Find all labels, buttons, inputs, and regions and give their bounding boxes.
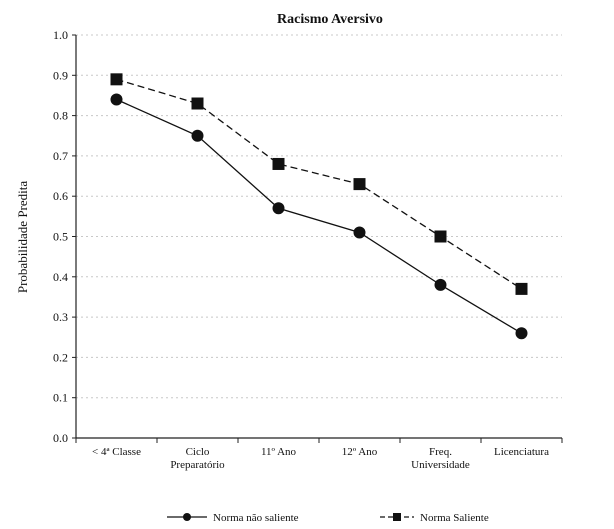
x-tick-label-line: 11º Ano [261, 446, 297, 458]
y-axis-ticks: 0.0 0.1 0.2 0.3 0.4 0.5 0.6 0.7 0.8 0.9 1.0 [53, 28, 76, 445]
x-tick-label: Freq. Universidade [411, 446, 470, 471]
y-tick-label: 0.6 [53, 189, 68, 203]
series-1 [110, 93, 528, 340]
data-point-circle [272, 202, 285, 215]
gridlines [76, 34, 562, 399]
x-tick-label-line: Ciclo [186, 446, 210, 458]
data-point-square [515, 282, 528, 295]
x-tick-label-line: 12º Ano [342, 446, 378, 458]
legend-item-2: Norma Saliente [380, 512, 489, 524]
axes [75, 35, 562, 439]
y-tick-label: 0.4 [53, 270, 68, 284]
y-tick-label: 0.5 [53, 230, 68, 244]
data-point-circle [353, 226, 366, 239]
legend-item-1: Norma não saliente [167, 512, 299, 524]
y-tick-label: 0.1 [53, 391, 68, 405]
y-tick-label: 1.0 [53, 28, 68, 42]
x-tick-label: 12º Ano [342, 446, 378, 458]
series-line [116, 98, 522, 334]
data-point-square [353, 178, 366, 191]
legend-marker-square [393, 513, 401, 521]
data-point-square [272, 157, 285, 170]
y-tick-label: 0.8 [53, 109, 68, 123]
x-tick-label-line: < 4ª Classe [92, 446, 141, 458]
y-tick-label: 0.9 [53, 68, 68, 82]
y-tick-label: 0.0 [53, 431, 68, 445]
x-tick-label: Ciclo Preparatório [170, 446, 225, 471]
x-tick-label-line: Preparatório [170, 459, 225, 471]
series-line [116, 78, 522, 290]
data-point-circle [191, 129, 204, 142]
y-tick-label: 0.7 [53, 149, 68, 163]
x-tick-label: 11º Ano [261, 446, 297, 458]
data-point-circle [110, 93, 123, 106]
data-point-square [110, 73, 123, 86]
x-tick-label-line: Universidade [411, 459, 470, 471]
y-tick-label: 0.3 [53, 310, 68, 324]
y-axis-label: Probabilidade Predita [15, 181, 30, 294]
data-point-square [434, 230, 447, 243]
y-tick-label: 0.2 [53, 350, 68, 364]
x-tick-label: < 4ª Classe [92, 446, 141, 458]
legend-label: Norma não saliente [213, 512, 299, 524]
x-tick-label-line: Licenciatura [494, 446, 549, 458]
series-group [110, 73, 528, 340]
legend-label: Norma Saliente [420, 512, 489, 524]
data-point-square [191, 97, 204, 110]
data-point-circle [434, 278, 447, 291]
legend-marker-circle [183, 513, 191, 521]
legend: Norma não saliente Norma Saliente [167, 512, 489, 524]
x-tick-label-line: Freq. [429, 446, 452, 458]
series-2 [110, 73, 528, 295]
chart-title: Racismo Aversivo [277, 12, 383, 27]
x-tick-label: Licenciatura [494, 446, 549, 458]
x-axis-ticks: < 4ª Classe Ciclo Preparatório 11º Ano 12º A… [75, 438, 563, 471]
data-point-circle [515, 327, 528, 340]
